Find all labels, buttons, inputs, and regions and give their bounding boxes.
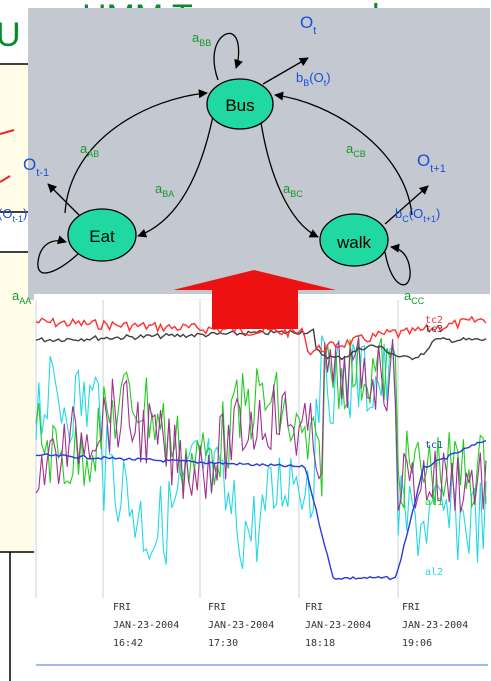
state-eat-label: Eat <box>89 227 115 246</box>
series-label-al1: al1 <box>425 497 443 508</box>
x-tick-label: FRI <box>305 602 323 613</box>
x-tick-label: 16:42 <box>113 638 143 649</box>
red-arrow-head <box>173 270 336 290</box>
emission-arrow-eat <box>47 183 83 219</box>
emission-arrow-bus <box>262 57 309 85</box>
self-loop-walk <box>384 243 411 286</box>
label-b-a: (Ot-1) <box>0 206 27 224</box>
label-a-ba: aBA <box>155 181 174 199</box>
self-loop-eat <box>37 235 79 274</box>
transition-walk-to-bus <box>274 91 413 216</box>
x-tick-label: JAN-23-2004 <box>113 620 179 631</box>
red-up-arrow <box>173 270 336 329</box>
label-o-t: Ot <box>300 13 316 37</box>
label-a-cb: aCB <box>346 141 366 159</box>
series-line-al2 <box>35 335 487 570</box>
series-line-tc3 <box>35 328 487 361</box>
transition-bus-to-walk <box>259 115 319 238</box>
state-bus-label: Bus <box>225 96 254 115</box>
background-red-stroke-2 <box>0 175 11 183</box>
series-label-tc3: tc3 <box>425 324 443 335</box>
label-a-aa: aAA <box>12 288 31 306</box>
series-line-tc2 <box>35 315 487 356</box>
state-walk <box>319 213 389 267</box>
x-tick-label: FRI <box>402 602 420 613</box>
series-label-tc1: tc1 <box>425 440 443 451</box>
x-tick-label: FRI <box>208 602 226 613</box>
x-tick-label: 19:06 <box>402 638 432 649</box>
label-a-bb: aBB <box>192 30 211 48</box>
x-tick-label: JAN-23-2004 <box>402 620 468 631</box>
label-b-c: bC(Ot+1) <box>395 206 440 224</box>
label-a-bc: aBC <box>283 181 303 199</box>
background-red-stroke <box>0 129 15 135</box>
label-b-b: bB(Ot) <box>296 70 331 88</box>
state-bus <box>206 78 274 130</box>
hmm-diagram: Bus Eat walk aBB aAB aBA aCB aBC Ot Ot-1… <box>0 13 446 286</box>
slide-title-left: U <box>0 16 21 54</box>
self-loop-bus <box>213 32 243 81</box>
series-line-tc1 <box>35 439 487 581</box>
series-line-al3 <box>35 337 487 513</box>
label-a-ab: aAB <box>80 141 99 159</box>
series-label-al2: al2 <box>425 567 443 578</box>
label-o-t-minus-1: Ot-1 <box>23 155 49 179</box>
transition-eat-to-bus <box>64 89 208 214</box>
state-eat <box>67 208 137 262</box>
x-tick-label: 18:18 <box>305 638 335 649</box>
transition-bus-to-eat <box>137 115 214 238</box>
x-tick-label: JAN-23-2004 <box>305 620 371 631</box>
red-arrow-shaft <box>212 289 298 329</box>
x-tick-label: 17:30 <box>208 638 238 649</box>
emission-arrow-walk <box>384 185 429 225</box>
label-o-t-plus-1: Ot+1 <box>417 151 446 175</box>
x-tick-label: FRI <box>113 602 131 613</box>
label-a-cc: aCC <box>404 288 425 306</box>
state-walk-label: walk <box>336 233 372 252</box>
series-label-tc2: tc2 <box>425 315 443 326</box>
x-tick-label: JAN-23-2004 <box>208 620 274 631</box>
background-panel-lower <box>0 251 41 553</box>
